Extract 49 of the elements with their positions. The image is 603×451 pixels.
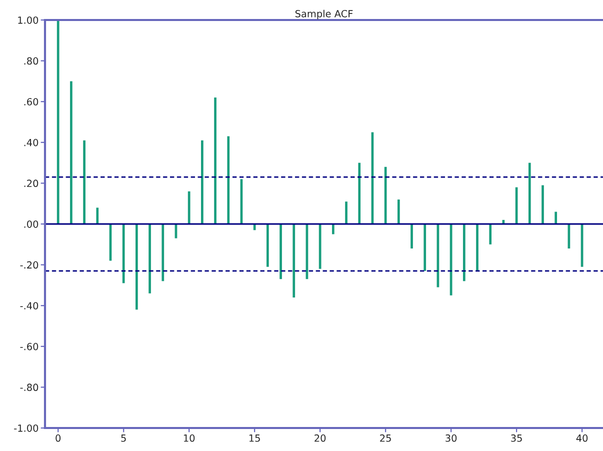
bar (554, 212, 558, 224)
chart-title: Sample ACF (295, 10, 353, 20)
bar (253, 224, 256, 230)
bar (410, 224, 413, 248)
y-tick-label: .60 (24, 98, 38, 106)
x-tick-label: 20 (314, 434, 326, 442)
y-tick-label: -.20 (20, 261, 38, 269)
y-tick-label: -.60 (20, 342, 38, 350)
bar (70, 81, 72, 224)
bar (332, 224, 334, 234)
bar (542, 185, 544, 224)
x-tick-label: 40 (576, 434, 588, 442)
x-tick-label: 30 (446, 434, 457, 442)
y-tick-label: -.40 (20, 302, 38, 310)
bar (476, 224, 478, 271)
y-tick-label: .40 (24, 138, 38, 146)
bar (83, 140, 86, 224)
bar (397, 200, 400, 224)
bar (528, 162, 531, 224)
x-tick-label: 10 (184, 434, 195, 442)
bar (292, 224, 296, 298)
bar (162, 224, 164, 282)
bar (201, 140, 204, 224)
bar (280, 224, 282, 280)
bar (358, 162, 361, 224)
x-tick-label: 35 (511, 434, 522, 442)
y-tick-label: .80 (24, 57, 38, 65)
x-tick-label: 25 (380, 434, 391, 442)
bar (136, 224, 138, 310)
y-tick-label: -1.00 (14, 424, 38, 432)
y-tick-label: -.80 (20, 384, 38, 392)
x-tick-label: 15 (249, 434, 260, 442)
bar (96, 208, 99, 224)
x-tick-label: 0 (56, 434, 61, 442)
bar (214, 98, 216, 224)
bar (424, 224, 426, 271)
y-tick-label: .00 (24, 220, 38, 228)
y-tick-label: .20 (24, 180, 38, 188)
bar (56, 20, 60, 224)
bar (148, 224, 151, 294)
bar (122, 224, 125, 284)
bar (462, 224, 466, 282)
bar (489, 224, 492, 244)
bar (266, 224, 269, 267)
x-tick-label: 5 (121, 434, 126, 442)
y-tick-label: 1.00 (18, 16, 38, 24)
bar (188, 191, 190, 224)
bar (345, 202, 348, 224)
bar (227, 136, 230, 224)
